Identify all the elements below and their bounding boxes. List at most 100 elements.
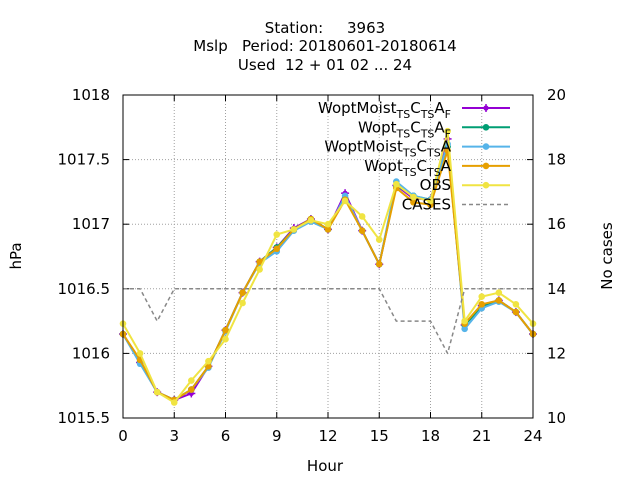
series-3-point [512, 308, 520, 316]
legend-entry-3-label-part: TS [402, 166, 417, 179]
legend-entry-0-label: WoptMoistTSCTSAF [318, 99, 451, 121]
series-4-point [375, 236, 383, 244]
legend-entry-2-label-part: A [441, 138, 452, 156]
legend-entry-2-label: WoptMoistTSCTSA [324, 138, 451, 160]
y-tick-label: 1018 [72, 86, 110, 104]
y-axis-ticks: 1015.5 1016 1016.5 1017 1017.5 1018 [58, 86, 129, 427]
x-tick-label: 6 [221, 427, 231, 445]
series-3-point [256, 258, 263, 265]
series-4-point [393, 180, 400, 188]
series-3-point [188, 386, 195, 393]
series-4-point [188, 377, 195, 384]
legend-entry-0-label-part: C [410, 99, 420, 117]
legend-entry-4-label: OBS [420, 176, 451, 194]
series-2-point [461, 325, 468, 333]
y2-tick-label: 20 [547, 86, 566, 104]
legend-entry-3-label-part: A [441, 157, 452, 175]
legend-entry-1-label-part: F [445, 127, 451, 140]
legend-entry-3-label-part: C [417, 157, 427, 175]
legend-entry-2-label-part: WoptMoist [324, 138, 403, 156]
y-tick-label: 1017.5 [58, 151, 111, 169]
series-4-point [256, 266, 263, 273]
legend-entry-1-label-part: TS [420, 127, 435, 140]
y2-tick-label: 18 [547, 151, 566, 169]
legend-entry-0-label-part: F [445, 108, 451, 121]
legend-entry-1-label: WoptTSCTSAF [358, 118, 451, 140]
series-4-point [358, 213, 366, 220]
legend-entry-3-label: WoptTSCTSA [364, 157, 451, 179]
legend-entry-4-marker [482, 181, 490, 189]
x-tick-label: 3 [169, 427, 179, 445]
x-tick-label: 0 [118, 427, 128, 445]
legend-entry-0-label-part: TS [420, 108, 435, 121]
legend-entry-0-label-part: TS [396, 108, 411, 121]
chart-title-line-1: Station: 3963 [265, 19, 385, 37]
series-4-point [324, 220, 332, 228]
x-tick-label: 24 [523, 427, 542, 445]
legend-entry-1-label-part: A [434, 118, 445, 136]
series-4-point [427, 197, 434, 205]
series-4-point [136, 350, 144, 357]
legend-entry-2-label-part: TS [426, 147, 441, 160]
legend-entry-2-label-part: TS [402, 147, 417, 160]
x-tick-label: 18 [421, 427, 440, 445]
x-axis-label: Hour [307, 457, 344, 475]
series-4-point [153, 388, 161, 396]
y-tick-label: 1016.5 [58, 280, 111, 298]
series-4-point [410, 193, 417, 201]
chart-title-line-3: Used 12 + 01 02 ... 24 [238, 56, 412, 74]
legend-entry-3-label-part: Wopt [364, 157, 403, 175]
series-3-point [478, 301, 486, 308]
x-tick-label: 21 [472, 427, 491, 445]
x-tick-label: 9 [272, 427, 282, 445]
series-5-line [123, 288, 533, 355]
legend-entry-2-label-part: C [417, 138, 427, 156]
y-tick-label: 1016 [72, 344, 110, 362]
y2-tick-label: 16 [547, 215, 566, 233]
x-tick-label: 15 [370, 427, 389, 445]
legend-entry-0-label-part: A [434, 99, 445, 117]
series-3-point [239, 289, 246, 296]
legend-entry-2-marker [482, 143, 490, 150]
legend-entry-1-marker [482, 124, 490, 131]
series-3-point [324, 226, 332, 233]
y2-tick-label: 10 [547, 409, 566, 427]
series-4-point [307, 217, 315, 224]
legend-entry-0-marker-dot [483, 105, 489, 111]
legend-entry-0-label-part: WoptMoist [318, 99, 397, 117]
series-3-point [273, 245, 281, 253]
y2-axis-ticks: 10 12 14 16 18 20 [527, 86, 566, 427]
series-4-point [205, 357, 212, 365]
series-4-point [222, 335, 229, 343]
y-tick-label: 1015.5 [58, 409, 111, 427]
plot-frame [122, 94, 534, 419]
series-4-point [444, 127, 451, 135]
x-tick-label: 12 [318, 427, 337, 445]
legend-entry-1-label-part: TS [396, 127, 411, 140]
series-3-point [358, 227, 366, 234]
series-4-point [239, 299, 246, 307]
y2-tick-label: 14 [547, 280, 566, 298]
plot-series [119, 127, 537, 406]
series-3-point [375, 260, 383, 268]
series-3-point [205, 363, 212, 370]
legend-entry-1-label-part: Wopt [358, 118, 397, 136]
y-tick-label: 1017 [72, 215, 110, 233]
legend-entry-5-label: CASES [402, 196, 451, 214]
series-4-point [478, 293, 486, 300]
legend-entry-1-label-part: C [410, 118, 420, 136]
series-3-point [495, 297, 503, 304]
legend-entry-3-marker [482, 162, 490, 170]
chart-title-line-2: Mslp Period: 20180601-20180614 [193, 37, 456, 55]
legend-entry-3-label-part: TS [426, 166, 441, 179]
series-4-point [341, 197, 349, 205]
series-3-point [222, 326, 229, 334]
series-4-point [170, 399, 178, 406]
x-axis-ticks: 0 3 6 9 12 15 18 21 24 [118, 95, 543, 445]
series-4-point [290, 226, 298, 233]
y2-tick-label: 12 [547, 344, 566, 362]
series-4-point [461, 317, 468, 325]
series-4-point [273, 231, 281, 238]
series-3-point [410, 198, 417, 206]
